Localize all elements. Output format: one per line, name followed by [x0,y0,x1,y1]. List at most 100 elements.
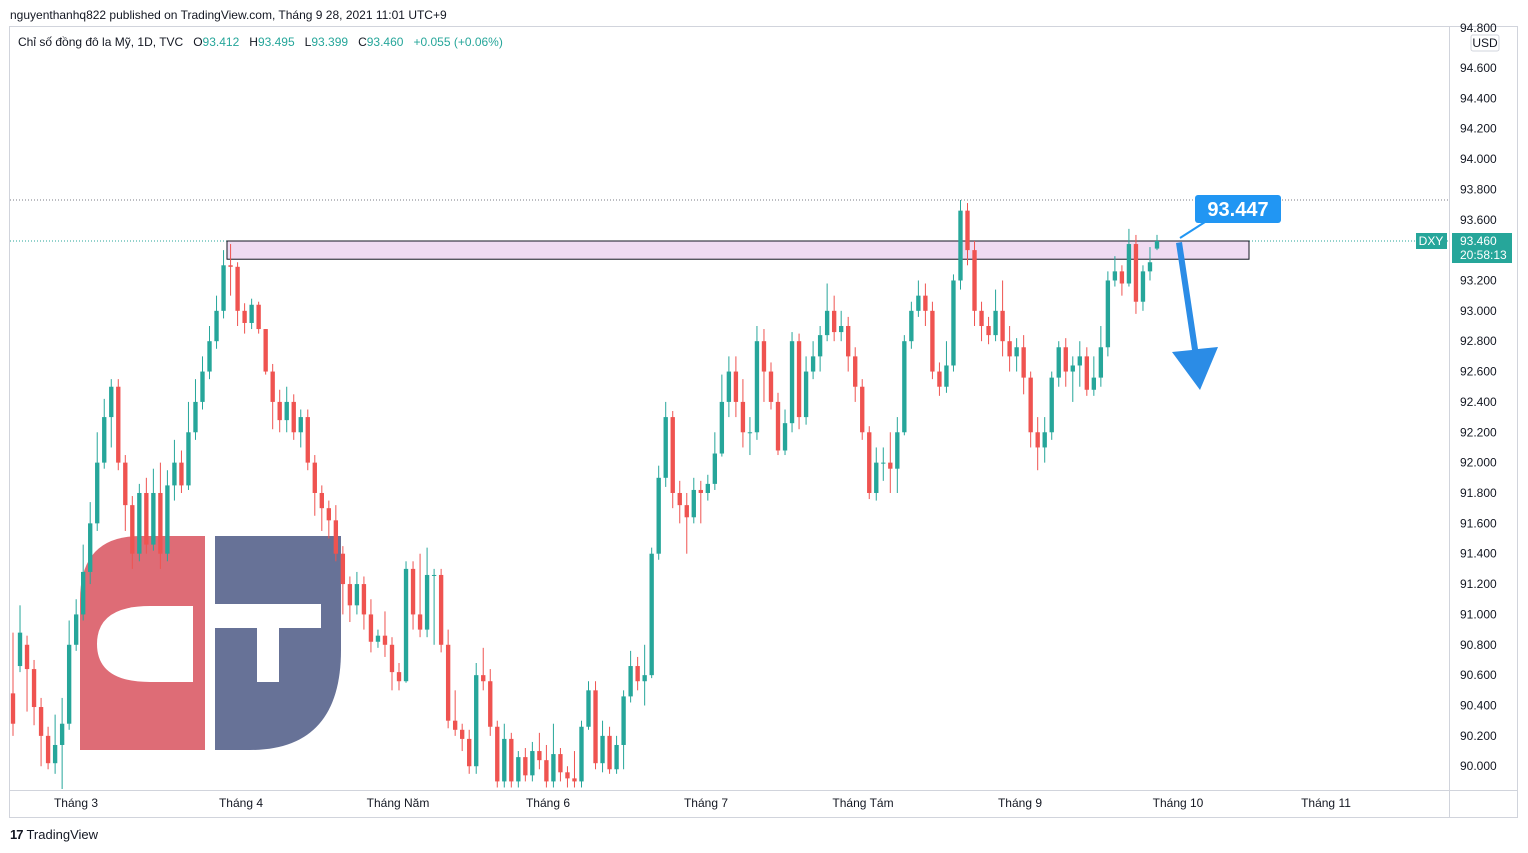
candle-body[interactable] [467,738,472,767]
candle-body[interactable] [1007,341,1012,357]
candle-body[interactable] [803,371,809,418]
candle-body[interactable] [537,751,542,761]
candle-body[interactable] [782,423,788,451]
candle-body[interactable] [228,265,233,267]
candle-body[interactable] [881,462,886,464]
candle-body[interactable] [846,326,851,357]
candle-body[interactable] [761,341,767,372]
candle-body[interactable] [256,304,261,330]
candle-body[interactable] [333,520,339,554]
candle-body[interactable] [130,505,135,554]
candle-body[interactable] [403,568,409,682]
candle-body[interactable] [649,553,654,676]
candle-body[interactable] [1063,347,1068,372]
candle-body[interactable] [923,295,928,311]
candle-body[interactable] [670,417,675,493]
legend-title[interactable]: Chỉ số đồng đô la Mỹ, 1D, TVC [18,35,184,49]
candle-body[interactable] [579,726,584,782]
candle-body[interactable] [277,401,282,421]
candle-body[interactable] [810,356,816,372]
candle-body[interactable] [509,738,514,782]
candle-body[interactable] [1070,365,1075,372]
candle-body[interactable] [38,707,44,736]
candle-body[interactable] [677,492,682,506]
candle-body[interactable] [263,329,268,372]
candle-body[interactable] [867,432,872,493]
candle-body[interactable] [445,644,451,721]
candle-body[interactable] [1112,271,1118,281]
callout-box[interactable] [1195,195,1281,223]
candle-body[interactable] [242,310,247,323]
resistance-zone[interactable] [226,240,1250,260]
candle-body[interactable] [221,265,226,311]
candle-body[interactable] [860,386,865,433]
candle-body[interactable] [396,672,402,682]
candle-body[interactable] [88,523,93,572]
candle-body[interactable] [389,644,395,673]
candle-body[interactable] [1035,432,1040,448]
candle-body[interactable] [747,432,753,434]
candle-body[interactable] [768,371,774,402]
candle-body[interactable] [305,417,310,463]
candle-body[interactable] [572,778,577,782]
candle-body[interactable] [902,341,907,433]
candle-body[interactable] [340,553,346,585]
candle-body[interactable] [642,675,647,682]
candle-body[interactable] [740,401,746,433]
candle-body[interactable] [979,310,984,327]
candle-body[interactable] [452,720,458,730]
candle-body[interactable] [431,574,437,576]
candle-body[interactable] [200,371,205,402]
candle-body[interactable] [888,462,893,469]
candle-body[interactable] [207,341,212,372]
candle-body[interactable] [1049,377,1054,433]
candle-body[interactable] [600,735,605,764]
candle-body[interactable] [1056,347,1061,378]
candle-body[interactable] [460,729,465,739]
candle-body[interactable] [965,210,970,251]
candle-body[interactable] [705,483,710,493]
candle-body[interactable] [488,681,493,727]
candle-body[interactable] [1154,241,1160,249]
candle-body[interactable] [66,644,72,724]
candle-body[interactable] [1084,356,1089,390]
candle-body[interactable] [424,574,430,630]
candle-body[interactable] [1021,347,1026,378]
candle-body[interactable] [1077,356,1082,366]
candle-body[interactable] [24,644,30,670]
candle-body[interactable] [1126,244,1132,284]
candle-body[interactable] [523,757,528,776]
candle-body[interactable] [319,492,324,509]
candle-body[interactable] [733,371,739,402]
candle-body[interactable] [754,341,760,433]
candle-body[interactable] [495,726,500,782]
candle-body[interactable] [895,432,900,469]
candle-body[interactable] [684,505,689,518]
candle-body[interactable] [151,492,156,545]
candle-body[interactable] [789,341,795,424]
candle-body[interactable] [291,401,296,433]
candle-body[interactable] [628,666,633,697]
candle-body[interactable] [796,341,802,418]
candle-body[interactable] [817,335,823,357]
candle-body[interactable] [530,751,535,776]
candle-body[interactable] [986,326,991,336]
candle-body[interactable] [1119,271,1125,284]
candle-body[interactable] [621,696,626,745]
candle-body[interactable] [551,754,556,782]
candle-body[interactable] [502,738,507,782]
time-axis[interactable]: Tháng 3 Tháng 4 Tháng Năm Tháng 6 Tháng 7 Thá… [54,796,1351,810]
candle-body[interactable] [1042,432,1047,448]
price-axis[interactable]: 94.800 94.600 94.400 94.200 94.000 93.800 93.6… [1460,21,1497,773]
footer-brand[interactable]: 17 TradingView [10,827,98,842]
candle-body[interactable] [284,401,289,421]
candle-body[interactable] [607,735,612,770]
candle-body[interactable] [937,371,942,387]
candle-body[interactable] [52,744,58,764]
candle-body[interactable] [656,477,661,554]
candle-body[interactable] [144,492,149,545]
candle-body[interactable] [172,462,177,486]
candle-body[interactable] [382,635,388,645]
candle-body[interactable] [1014,347,1019,357]
